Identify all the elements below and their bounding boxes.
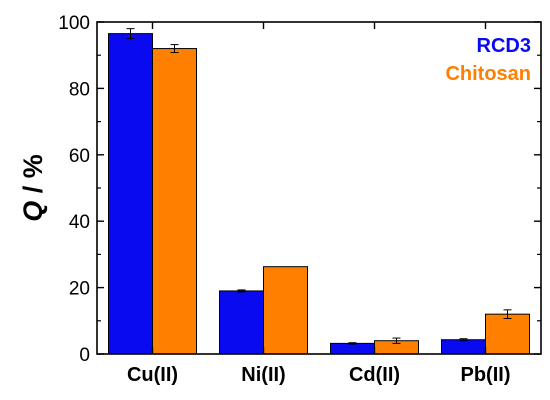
bar-rcd3-2 xyxy=(330,342,375,355)
x-axis-ticks: Cu(II) Ni(II) Cd(II) Pb(II) xyxy=(127,22,511,386)
y-tick-label: 40 xyxy=(69,212,90,233)
error-bars-layer xyxy=(126,28,512,345)
y-axis-label-symbol: Q xyxy=(18,201,48,222)
bar-rcd3-3 xyxy=(441,339,486,355)
legend-entry-rcd3: RCD3 xyxy=(477,35,531,57)
y-axis-ticks: 0 20 40 60 80 100 xyxy=(58,13,541,366)
x-category-label: Ni(II) xyxy=(241,364,285,386)
y-tick-label: 0 xyxy=(79,345,90,366)
x-category-label: Pb(II) xyxy=(461,364,511,386)
bar-rcd3-0 xyxy=(108,33,153,355)
legend-entry-chitosan: Chitosan xyxy=(445,63,531,85)
bar-chitosan-1 xyxy=(263,266,308,355)
bar-rcd3-1 xyxy=(219,290,264,355)
y-tick-label: 60 xyxy=(69,146,90,167)
bar-chitosan-0 xyxy=(152,48,197,355)
y-axis-label-unit: / % xyxy=(18,154,48,201)
bars-layer xyxy=(108,33,530,355)
y-tick-label: 100 xyxy=(58,13,90,34)
x-category-label: Cu(II) xyxy=(127,364,178,386)
legend: RCD3 Chitosan xyxy=(445,35,531,85)
bar-chitosan-3 xyxy=(485,313,530,355)
x-category-label: Cd(II) xyxy=(349,364,400,386)
y-axis-label: Q / % xyxy=(18,154,48,222)
y-tick-label: 20 xyxy=(69,279,90,300)
y-tick-label: 80 xyxy=(69,79,90,100)
